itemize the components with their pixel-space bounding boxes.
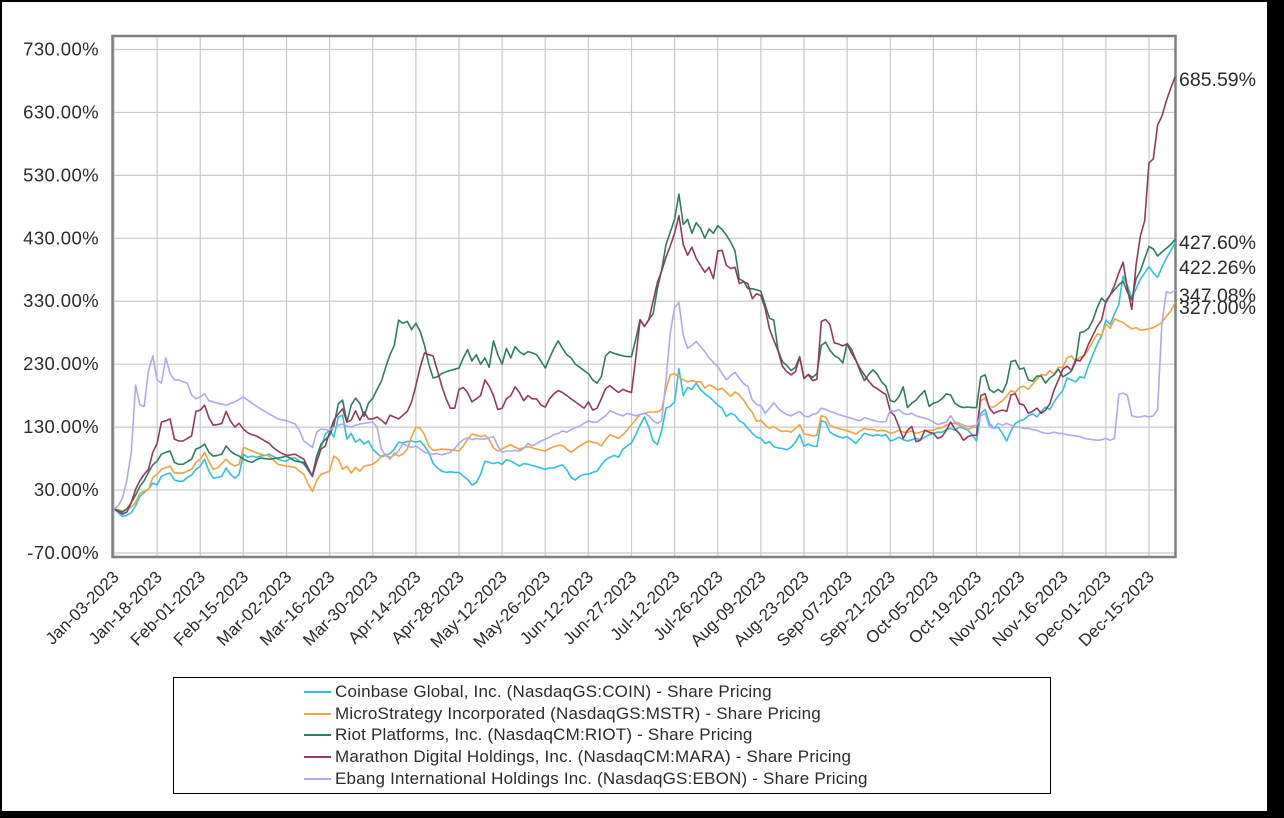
- legend-label: Riot Platforms, Inc. (NasdaqCM:RIOT) - S…: [335, 725, 753, 745]
- y-axis-tick-label: 430.00%: [23, 227, 99, 248]
- y-axis-tick-label: 530.00%: [23, 164, 99, 185]
- legend-item-EBON: Ebang International Holdings Inc. (Nasda…: [304, 769, 1050, 790]
- series-line-EBON: [113, 289, 1176, 510]
- end-value-label-RIOT: 427.60%: [1179, 232, 1256, 254]
- series-line-MARA: [113, 76, 1176, 515]
- legend-line-swatch: [304, 778, 331, 781]
- legend-item-MSTR: MicroStrategy Incorporated (NasdaqGS:MST…: [304, 703, 1050, 724]
- y-axis-tick-label: 30.00%: [34, 479, 99, 500]
- legend-label: Ebang International Holdings Inc. (Nasda…: [335, 769, 868, 789]
- legend-item-MARA: Marathon Digital Holdings, Inc. (NasdaqC…: [304, 747, 1050, 768]
- y-axis-tick-label: 130.00%: [23, 416, 99, 437]
- chart-canvas: [2, 2, 1267, 811]
- y-axis-tick-label: -70.00%: [27, 542, 99, 563]
- end-value-label-EBON: 347.08%: [1179, 285, 1256, 307]
- legend-line-swatch: [304, 734, 331, 737]
- legend-line-swatch: [304, 756, 331, 759]
- end-value-label-MARA: 685.59%: [1179, 69, 1256, 91]
- y-axis-tick-label: 630.00%: [23, 101, 99, 122]
- legend-line-swatch: [304, 690, 331, 693]
- plot-border: [111, 34, 1177, 559]
- legend-label: Marathon Digital Holdings, Inc. (NasdaqC…: [335, 747, 852, 767]
- y-axis-tick-label: 230.00%: [23, 353, 99, 374]
- y-axis-tick-label: 730.00%: [23, 38, 99, 59]
- end-value-label-MSTR: 327.00%: [1179, 297, 1256, 319]
- legend-item-RIOT: Riot Platforms, Inc. (NasdaqCM:RIOT) - S…: [304, 725, 1050, 746]
- legend-item-COIN: Coinbase Global, Inc. (NasdaqGS:COIN) - …: [304, 681, 1050, 702]
- chart-legend: Coinbase Global, Inc. (NasdaqGS:COIN) - …: [173, 677, 1051, 794]
- legend-label: Coinbase Global, Inc. (NasdaqGS:COIN) - …: [335, 681, 772, 701]
- x-axis-tick-label: Dec-15-2023: [1075, 567, 1158, 650]
- legend-label: MicroStrategy Incorporated (NasdaqGS:MST…: [335, 703, 821, 723]
- series-line-COIN: [113, 242, 1176, 518]
- end-value-label-COIN: 422.26%: [1179, 257, 1256, 279]
- legend-line-swatch: [304, 712, 331, 715]
- series-line-RIOT: [113, 193, 1176, 513]
- y-axis-tick-label: 330.00%: [23, 290, 99, 311]
- series-line-MSTR: [113, 302, 1176, 512]
